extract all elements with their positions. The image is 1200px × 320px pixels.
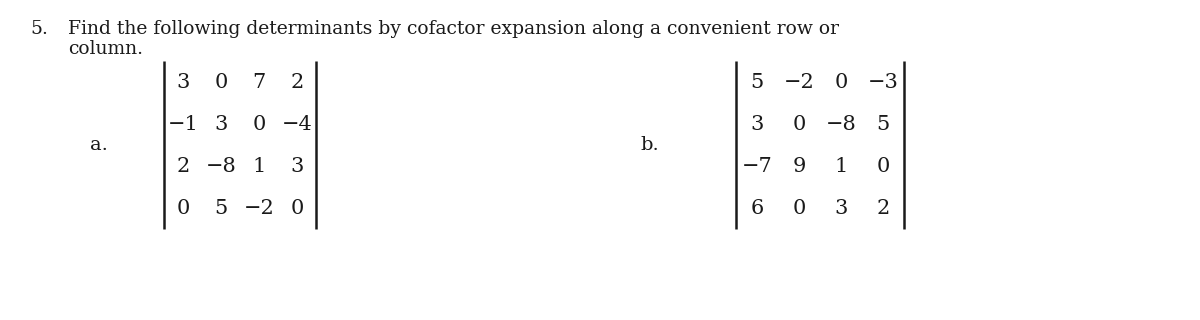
Text: −8: −8 [205, 156, 236, 175]
Text: 0: 0 [834, 73, 847, 92]
Text: 9: 9 [792, 156, 805, 175]
Text: −1: −1 [168, 115, 198, 133]
Text: 5.: 5. [30, 20, 48, 38]
Text: −2: −2 [244, 198, 275, 218]
Text: 3: 3 [834, 198, 847, 218]
Text: −2: −2 [784, 73, 815, 92]
Text: 3: 3 [750, 115, 763, 133]
Text: 0: 0 [876, 156, 889, 175]
Text: 2: 2 [876, 198, 889, 218]
Text: 3: 3 [290, 156, 304, 175]
Text: 6: 6 [750, 198, 763, 218]
Text: column.: column. [68, 40, 143, 58]
Text: 0: 0 [215, 73, 228, 92]
Text: 0: 0 [290, 198, 304, 218]
Text: 2: 2 [290, 73, 304, 92]
Text: 0: 0 [176, 198, 190, 218]
Text: 0: 0 [252, 115, 265, 133]
Text: 5: 5 [215, 198, 228, 218]
Text: 1: 1 [252, 156, 265, 175]
Text: −8: −8 [826, 115, 857, 133]
Text: 2: 2 [176, 156, 190, 175]
Text: −4: −4 [282, 115, 312, 133]
Text: −7: −7 [742, 156, 773, 175]
Text: 0: 0 [792, 115, 805, 133]
Text: 3: 3 [215, 115, 228, 133]
Text: Find the following determinants by cofactor expansion along a convenient row or: Find the following determinants by cofac… [68, 20, 839, 38]
Text: 7: 7 [252, 73, 265, 92]
Text: a.: a. [90, 136, 108, 154]
Text: 5: 5 [876, 115, 889, 133]
Text: b.: b. [640, 136, 659, 154]
Text: 1: 1 [834, 156, 847, 175]
Text: 0: 0 [792, 198, 805, 218]
Text: 3: 3 [176, 73, 190, 92]
Text: 5: 5 [750, 73, 763, 92]
Text: −3: −3 [868, 73, 899, 92]
